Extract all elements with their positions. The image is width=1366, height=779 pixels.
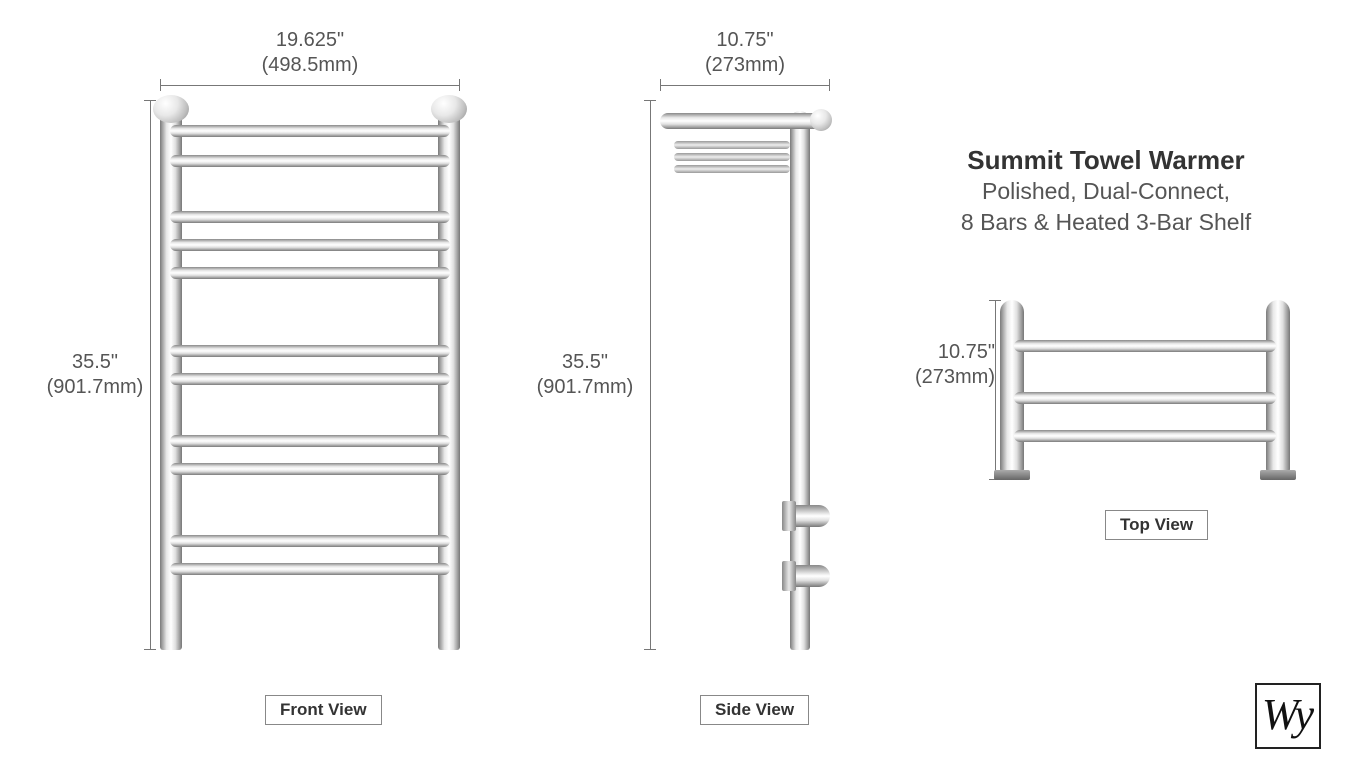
top-depth-dimension-line [995,300,996,480]
front-width-label: 19.625" (498.5mm) [230,28,390,78]
front-bar-8 [170,435,450,447]
side-view-label: Side View [700,695,809,725]
front-bar-1 [170,125,450,137]
top-view-label-text: Top View [1120,515,1193,534]
top-bar-1 [1014,340,1276,352]
side-view-label-text: Side View [715,700,794,719]
front-view-drawing [160,95,460,650]
top-foot-right [1260,470,1296,480]
side-height-mm: (901.7mm) [530,375,640,400]
side-depth-inches: 10.75" [716,29,773,51]
side-wall-mount-1 [792,505,830,527]
side-shelf-top-bar [660,113,830,129]
side-height-label: 35.5" (901.7mm) [530,350,640,400]
front-bar-4 [170,239,450,251]
front-height-mm: (901.7mm) [40,375,150,400]
product-subtitle-2: 8 Bars & Heated 3-Bar Shelf [936,207,1276,238]
front-bar-3 [170,211,450,223]
side-height-dimension-line [650,100,651,650]
top-post-right [1266,300,1290,472]
product-title-block: Summit Towel Warmer Polished, Dual-Conne… [936,145,1276,238]
front-bar-10 [170,535,450,547]
front-bar-7 [170,373,450,385]
side-depth-mm: (273mm) [685,53,805,78]
front-bar-9 [170,463,450,475]
front-cap-right [431,95,467,123]
front-width-mm: (498.5mm) [230,53,390,78]
front-bar-6 [170,345,450,357]
side-view-drawing [660,95,830,650]
front-view-label-text: Front View [280,700,367,719]
side-shelf-end-cap [810,109,832,131]
top-depth-inches: 10.75" [938,341,995,363]
front-bar-11 [170,563,450,575]
top-depth-mm: (273mm) [895,365,995,390]
product-title: Summit Towel Warmer [936,145,1276,176]
front-height-dimension-line [150,100,151,650]
top-depth-label: 10.75" (273mm) [895,340,995,390]
top-view-label: Top View [1105,510,1208,540]
front-width-dimension-line [160,85,460,86]
front-bar-5 [170,267,450,279]
brand-logo-text: Wy [1262,690,1314,739]
side-depth-dimension-line [660,85,830,86]
product-subtitle-1: Polished, Dual-Connect, [936,176,1276,207]
side-depth-label: 10.75" (273mm) [685,28,805,78]
side-wall-mount-2 [792,565,830,587]
brand-logo: Wy [1255,683,1321,749]
top-view-drawing [1000,300,1290,480]
front-width-inches: 19.625" [276,29,344,51]
top-foot-left [994,470,1030,480]
front-height-label: 35.5" (901.7mm) [40,350,150,400]
front-height-inches: 35.5" [72,351,118,373]
side-shelf-support-1 [674,141,790,149]
front-view-label: Front View [265,695,382,725]
top-bar-2 [1014,392,1276,404]
top-post-left [1000,300,1024,472]
side-height-inches: 35.5" [562,351,608,373]
front-bar-2 [170,155,450,167]
side-shelf-support-3 [674,165,790,173]
top-bar-3 [1014,430,1276,442]
side-shelf-support-2 [674,153,790,161]
front-cap-left [153,95,189,123]
